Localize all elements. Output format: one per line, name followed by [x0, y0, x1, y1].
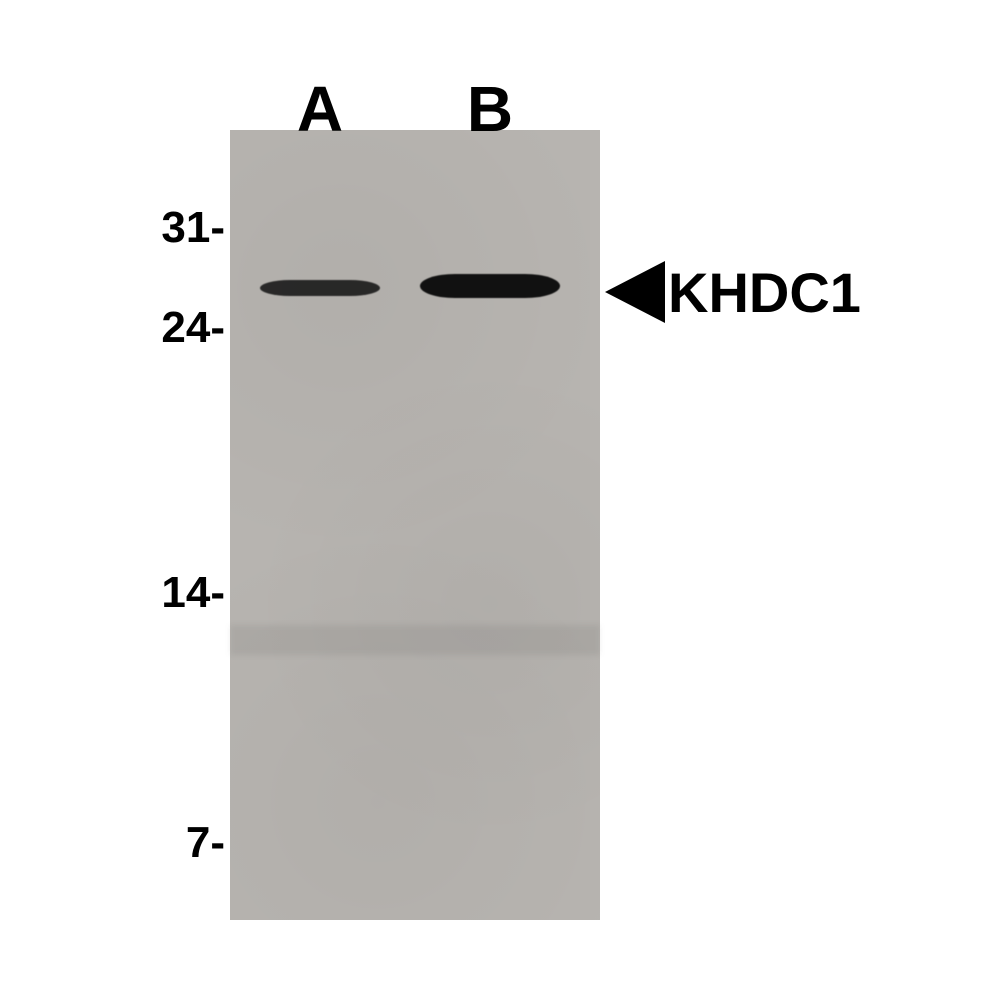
mw-value: 31: [161, 203, 210, 252]
target-protein-label: KHDC1: [668, 260, 861, 325]
band-lane-a: [260, 280, 380, 296]
blot-membrane: [230, 130, 600, 920]
blot-noise-strip: [230, 625, 600, 655]
mw-tick: -: [210, 818, 225, 867]
mw-value: 14: [161, 568, 210, 617]
band-lane-b: [420, 274, 560, 298]
mw-value: 24: [161, 303, 210, 352]
mw-marker-0: 31-: [105, 203, 225, 253]
lane-label-a: A: [280, 72, 360, 146]
mw-marker-2: 14-: [105, 568, 225, 618]
mw-tick: -: [210, 568, 225, 617]
mw-marker-3: 7-: [105, 818, 225, 868]
mw-marker-1: 24-: [105, 303, 225, 353]
lane-label-b: B: [450, 72, 530, 146]
target-arrowhead-icon: [605, 261, 665, 323]
mw-tick: -: [210, 303, 225, 352]
mw-tick: -: [210, 203, 225, 252]
mw-value: 7: [186, 818, 210, 867]
western-blot-figure: A B 31- 24- 14- 7- KHDC1: [0, 0, 1000, 1000]
